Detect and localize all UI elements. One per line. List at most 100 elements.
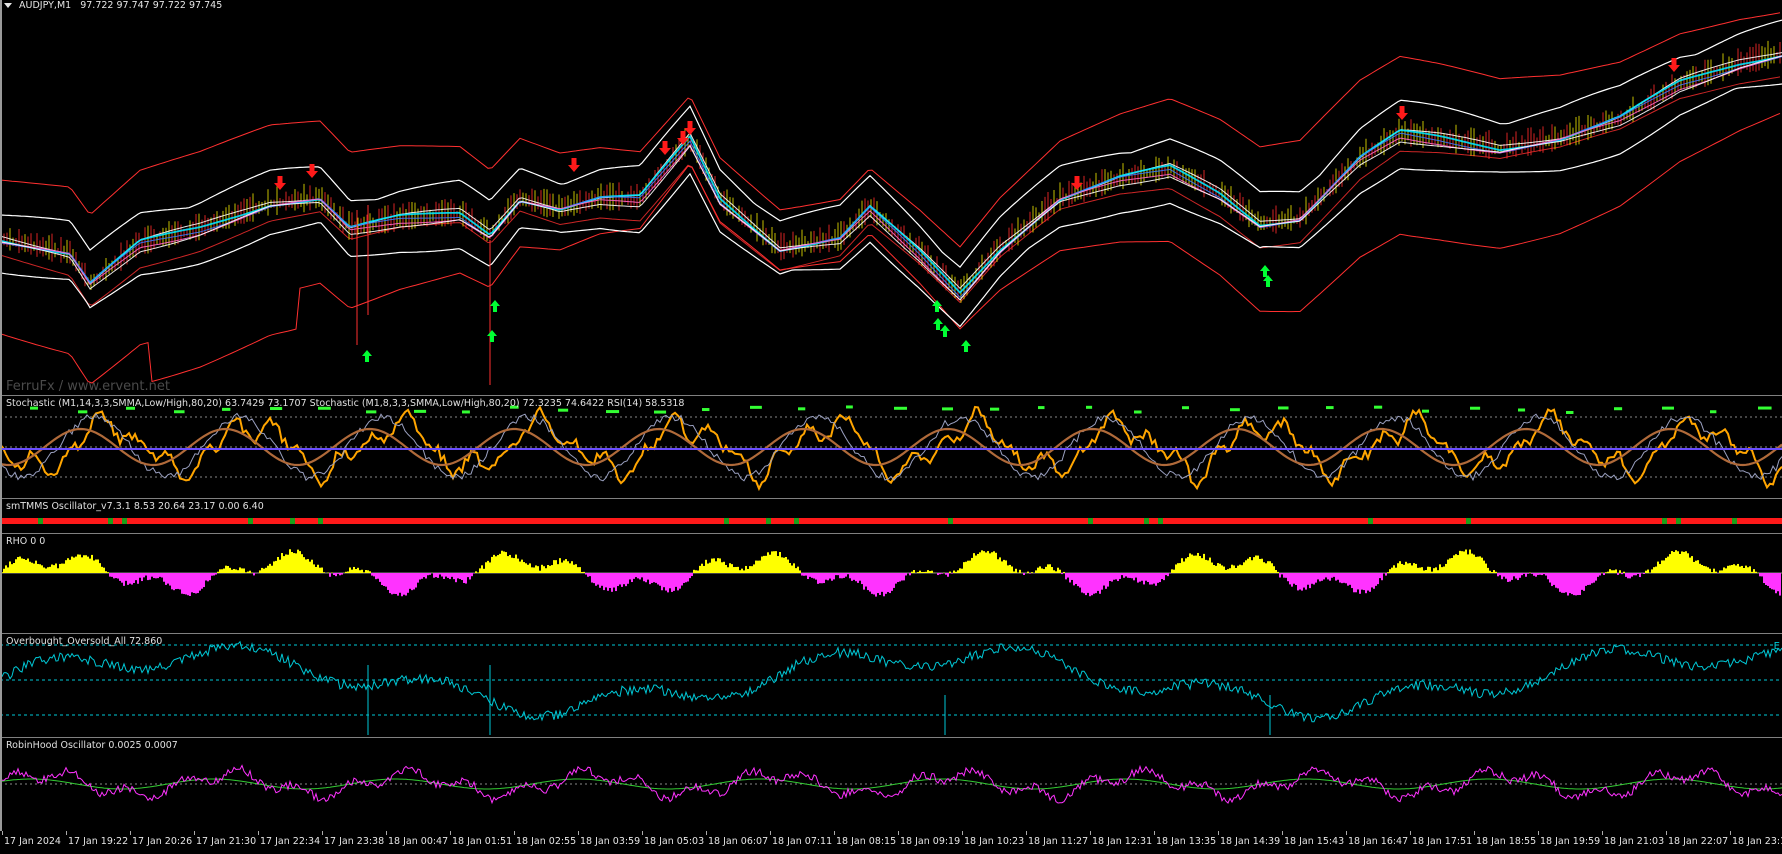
overbought-marker [1086, 405, 1093, 409]
time-tick-mark [1026, 831, 1027, 835]
moving-average-line [0, 55, 1782, 301]
time-tick-label: 18 Jan 19:59 [1540, 836, 1601, 847]
smtmms-green-segment [248, 518, 253, 524]
overbought-marker [654, 410, 667, 414]
overbought-marker [222, 407, 231, 411]
stochastic-pane[interactable]: Stochastic (M1,14,3,3,SMMA,Low/High,80,2… [0, 397, 1782, 497]
smtmms-bar [0, 518, 1782, 524]
overbought-marker [1038, 406, 1045, 410]
smtmms-green-segment [948, 518, 953, 524]
time-tick-label: 18 Jan 11:27 [1028, 836, 1089, 847]
overbought-marker [702, 408, 710, 412]
up-arrow-icon [961, 340, 971, 352]
smtmms-green-segment [1662, 518, 1667, 524]
main-price-chart[interactable]: AUDJPY,M1 97.722 97.747 97.722 97.745 Fe… [0, 0, 1782, 394]
obos-label: Overbought_Oversold_All 72.860 [6, 636, 163, 647]
rho-pane[interactable]: RHO 0 0 [0, 535, 1782, 632]
overbought-marker [462, 410, 470, 414]
robinhood-pane[interactable]: RobinHood Oscillator 0.0025 0.0007 [0, 739, 1782, 831]
overbought-marker [606, 410, 620, 414]
smtmms-green-segment [290, 518, 295, 524]
time-tick-label: 17 Jan 19:22 [68, 836, 129, 847]
smtmms-green-segment [1368, 518, 1373, 524]
obos-pane[interactable]: Overbought_Oversold_All 72.860 E [0, 635, 1782, 736]
smtmms-green-segment [1144, 518, 1149, 524]
smtmms-plot [0, 518, 1782, 524]
smtmms-green-segment [108, 518, 113, 524]
time-tick-label: 18 Jan 23:11 [1732, 836, 1782, 847]
time-tick-label: 18 Jan 01:51 [452, 836, 513, 847]
time-tick-label: 18 Jan 00:47 [388, 836, 449, 847]
overbought-marker [78, 410, 88, 414]
down-arrow-icon [659, 141, 671, 155]
time-tick-mark [322, 831, 323, 835]
time-tick-label: 18 Jan 21:03 [1604, 836, 1665, 847]
up-arrow-icon [932, 300, 942, 312]
time-tick-mark [258, 831, 259, 835]
overbought-marker [1566, 410, 1574, 414]
symbol-name: AUDJPY,M1 [19, 0, 72, 11]
time-tick-label: 18 Jan 10:23 [964, 836, 1025, 847]
overbought-marker [1374, 405, 1383, 409]
down-arrow-icon [568, 158, 580, 172]
smtmms-green-segment [1466, 518, 1471, 524]
overbought-marker [846, 405, 853, 409]
time-tick-label: 18 Jan 05:03 [644, 836, 705, 847]
time-tick-label: 18 Jan 09:19 [900, 836, 961, 847]
upper-envelope-line [0, 12, 1781, 248]
rsi-line [0, 427, 1782, 467]
smtmms-green-segment [1676, 518, 1681, 524]
time-tick-mark [642, 831, 643, 835]
smtmms-pane[interactable]: smTMMS Oscillator_v7.3.1 8.53 20.64 23.1… [0, 500, 1782, 532]
time-tick-mark [66, 831, 67, 835]
time-tick-mark [1282, 831, 1283, 835]
time-tick-mark [834, 831, 835, 835]
overbought-marker [990, 407, 1000, 411]
overbought-marker [1326, 406, 1334, 410]
down-arrow-icon [306, 164, 318, 178]
symbol-title[interactable]: AUDJPY,M1 97.722 97.747 97.722 97.745 [4, 0, 222, 11]
moving-average-line [0, 55, 1782, 301]
price-plot [0, 12, 1782, 385]
overbought-marker [366, 410, 377, 414]
rho-label: RHO 0 0 [6, 536, 46, 547]
time-tick-label: 18 Jan 16:47 [1348, 836, 1409, 847]
time-tick-mark [386, 831, 387, 835]
time-tick-mark [450, 831, 451, 835]
smtmms-green-segment [1732, 518, 1737, 524]
down-arrow-icon [684, 121, 696, 135]
overbought-marker [30, 406, 38, 410]
up-arrow-icon [362, 350, 372, 362]
up-arrow-icon [1260, 265, 1270, 277]
time-tick-mark [194, 831, 195, 835]
down-arrow-icon [1668, 58, 1680, 72]
moving-average-line [0, 55, 1782, 294]
smtmms-green-segment [122, 518, 127, 524]
up-arrow-icon [487, 330, 497, 342]
time-tick-label: 18 Jan 12:31 [1092, 836, 1153, 847]
time-tick-label: 18 Jan 07:11 [772, 836, 833, 847]
lower-envelope-line [0, 112, 1781, 384]
smtmms-green-segment [1088, 518, 1093, 524]
robinhood-label: RobinHood Oscillator 0.0025 0.0007 [6, 740, 178, 751]
time-tick-mark [1666, 831, 1667, 835]
middle-envelope-line [0, 76, 1781, 306]
smtmms-label: smTMMS Oscillator_v7.3.1 8.53 20.64 23.1… [6, 501, 264, 512]
overbought-marker [1278, 406, 1289, 410]
overbought-marker [318, 406, 331, 410]
overbought-marker [1758, 406, 1772, 410]
up-arrow-icon [933, 318, 943, 330]
overbought-marker [414, 409, 427, 413]
overbought-marker [1614, 407, 1623, 411]
down-arrow-icon [1396, 106, 1408, 120]
smtmms-green-segment [794, 518, 799, 524]
symbol-quote: 97.722 97.747 97.722 97.745 [80, 0, 223, 11]
upper-band-line [0, 19, 1782, 268]
time-tick-mark [1730, 831, 1731, 835]
smtmms-green-segment [1158, 518, 1163, 524]
time-tick-label: 18 Jan 03:59 [580, 836, 641, 847]
chevron-down-icon[interactable] [4, 3, 12, 8]
time-tick-label: 18 Jan 17:51 [1412, 836, 1473, 847]
time-tick-label: 18 Jan 08:15 [836, 836, 897, 847]
smtmms-green-segment [724, 518, 729, 524]
